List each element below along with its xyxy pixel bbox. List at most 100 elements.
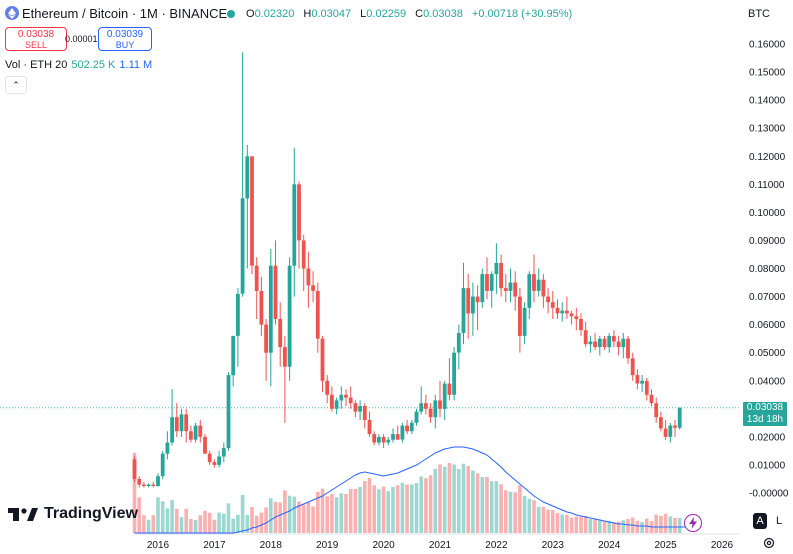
volume-bar [442, 466, 447, 533]
x-tick-label: 2026 [711, 540, 734, 551]
candle-body [640, 380, 644, 384]
volume-bar [480, 477, 485, 533]
volume-bar [598, 519, 602, 533]
volume-bar [165, 508, 170, 533]
buy-button[interactable]: 0.03039 BUY [98, 27, 152, 51]
volume-bar [569, 517, 574, 533]
volume-bar [607, 520, 611, 533]
volume-bar [240, 495, 245, 533]
candle-body [325, 380, 330, 395]
y-tick-label: 0.14000 [749, 96, 786, 107]
buy-price: 0.03039 [106, 29, 144, 40]
candle-body [179, 414, 184, 432]
low-value: 0.02259 [366, 8, 407, 20]
candle-body [428, 408, 433, 418]
lightning-icon[interactable] [684, 514, 702, 532]
candle-body [419, 403, 424, 412]
candle-body [588, 341, 593, 345]
tradingview-logo[interactable]: TradingView [8, 505, 138, 523]
volume-bar [504, 490, 508, 533]
volume-bar [433, 468, 438, 533]
volume-bar [438, 464, 442, 533]
volume-bar [475, 473, 480, 533]
candle-body [315, 291, 320, 339]
volume-bar [428, 475, 433, 533]
volume-bar [179, 517, 184, 533]
price-currency-label[interactable]: BTC [748, 8, 770, 20]
candle-body [485, 274, 489, 291]
candle-body [330, 394, 334, 409]
candle-body [367, 420, 372, 434]
volume-bar [395, 485, 400, 533]
candle-body [607, 335, 612, 348]
volume-bar [311, 506, 315, 533]
candle-body [424, 403, 428, 409]
y-tick-label: 0.10000 [749, 208, 786, 219]
candle-body [626, 338, 630, 359]
volume-bar [677, 517, 682, 533]
volume-bar [381, 486, 386, 533]
candle-body [475, 296, 480, 303]
y-tick-label: 0.11000 [749, 180, 785, 191]
volume-bar [325, 496, 329, 533]
volume-bar [292, 496, 297, 533]
volume-bar [264, 507, 268, 533]
volume-bar [334, 497, 339, 533]
symbol-title[interactable]: Ethereum / Bitcoin · 1M · BINANCE [22, 6, 228, 21]
auto-scale-button[interactable]: A [753, 513, 767, 529]
candle-body [532, 274, 536, 291]
candle-body [555, 307, 560, 314]
candle-body [184, 414, 189, 432]
candle-body [550, 302, 555, 308]
volume-bar [635, 520, 640, 533]
volume-bar [452, 464, 456, 533]
volume-bar [391, 487, 395, 533]
candle-body [156, 476, 160, 486]
buy-label: BUY [115, 40, 135, 50]
candle-body [508, 282, 513, 291]
candle-body [203, 436, 207, 454]
chevron-up-icon[interactable]: ⌃ [5, 76, 27, 94]
volume-bar [565, 514, 569, 533]
candle-body [668, 425, 673, 437]
candle-body [635, 375, 640, 384]
candle-body [541, 279, 546, 297]
candle-body [381, 436, 386, 443]
y-tick-label: 0.12000 [749, 152, 786, 163]
candle-body [663, 428, 668, 437]
log-scale-button[interactable]: L [775, 515, 783, 527]
candle-body [151, 484, 156, 486]
volume-bar [471, 470, 475, 533]
candle-body [165, 442, 170, 454]
open-value: 0.02320 [254, 8, 295, 20]
y-tick-label: 0.02000 [749, 432, 786, 443]
candle-body [132, 459, 137, 479]
candle-body [527, 274, 532, 308]
volume-bar [466, 466, 470, 533]
candle-body [579, 319, 583, 331]
close-label: C [415, 8, 424, 20]
volume-legend[interactable]: Vol · ETH 20 502.25 K 1.11 M [5, 59, 152, 71]
candle-body [301, 240, 306, 269]
volume-bar [278, 502, 282, 533]
last-price-value: 0.03038 [746, 402, 784, 413]
volume-bar [583, 515, 588, 533]
x-tick-label: 2024 [598, 540, 621, 551]
volume-bar [193, 520, 198, 533]
candle-body [292, 184, 297, 266]
candle-body [583, 330, 588, 345]
settings-gear-icon[interactable] [762, 536, 776, 550]
volume-bar [254, 515, 259, 533]
candle-body [414, 411, 419, 423]
candle-body [466, 288, 471, 314]
sell-button[interactable]: 0.03038 SELL [5, 27, 67, 51]
candle-body [395, 434, 400, 440]
volume-bar [457, 468, 461, 533]
candle-body [306, 268, 311, 286]
candle-body [593, 341, 597, 348]
volume-bar [156, 497, 160, 533]
candle-body [442, 383, 447, 409]
volume-bar [386, 491, 391, 533]
y-tick-label: 0.09000 [749, 236, 786, 247]
